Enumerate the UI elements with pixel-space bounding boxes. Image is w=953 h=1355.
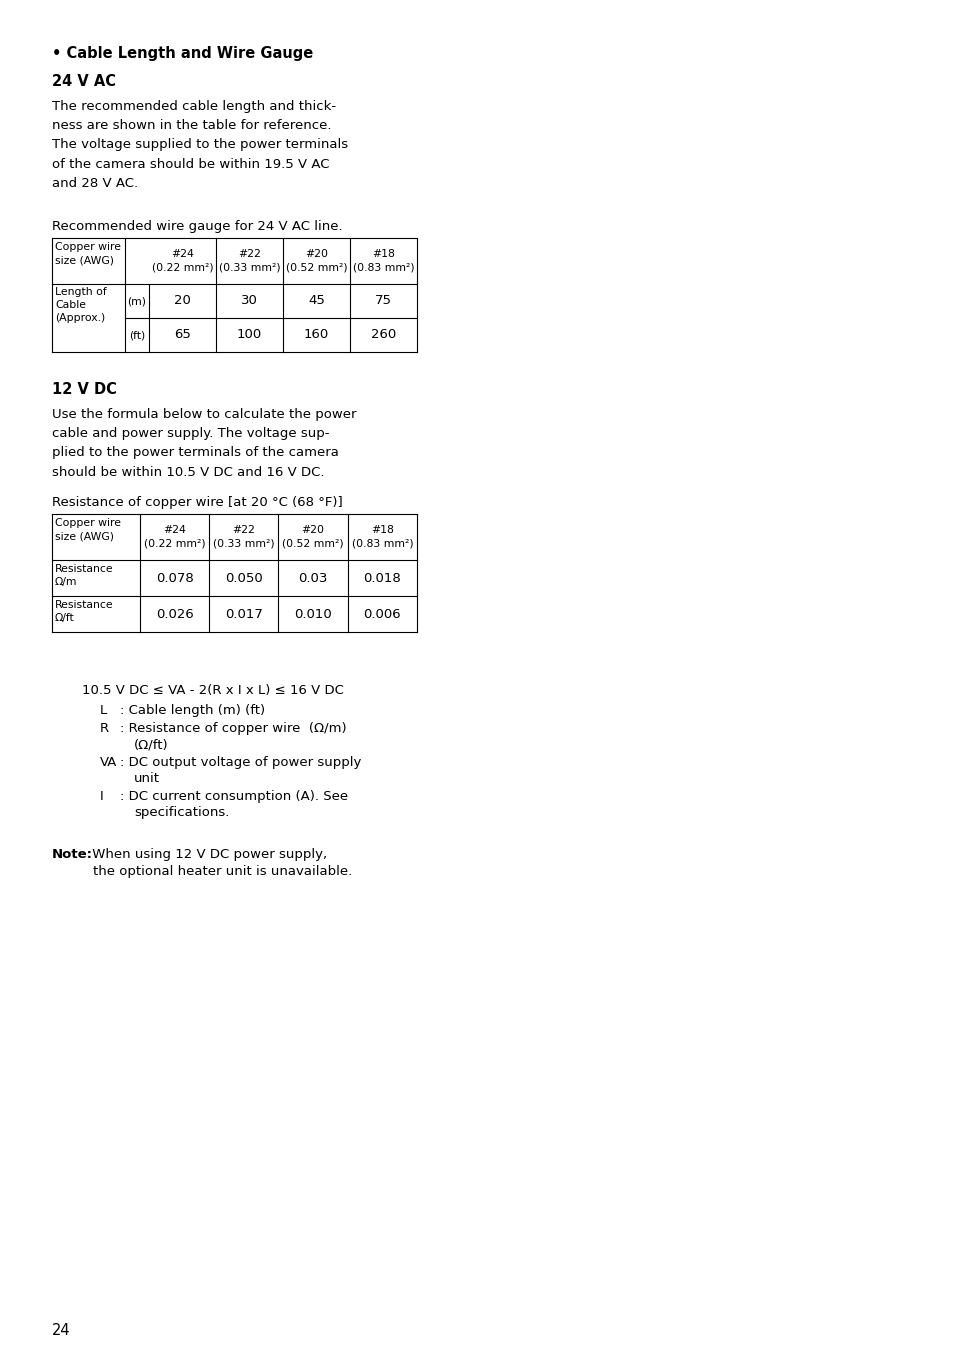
Text: Resistance of copper wire [at 20 °C (68 °F)]: Resistance of copper wire [at 20 °C (68 … (52, 496, 342, 509)
Text: 0.018: 0.018 (363, 572, 401, 584)
Text: 0.017: 0.017 (225, 607, 262, 621)
Text: 0.050: 0.050 (225, 572, 262, 584)
Text: : DC output voltage of power supply: : DC output voltage of power supply (120, 756, 361, 770)
Text: • Cable Length and Wire Gauge: • Cable Length and Wire Gauge (52, 46, 313, 61)
Text: #18
(0.83 mm²): #18 (0.83 mm²) (352, 526, 413, 549)
Text: #22
(0.33 mm²): #22 (0.33 mm²) (218, 249, 280, 272)
Text: 0.03: 0.03 (298, 572, 328, 584)
Text: #22
(0.33 mm²): #22 (0.33 mm²) (213, 526, 274, 549)
Text: 24: 24 (52, 1322, 71, 1337)
Text: Length of
Cable
(Approx.): Length of Cable (Approx.) (55, 287, 107, 324)
Text: Copper wire
size (AWG): Copper wire size (AWG) (55, 518, 121, 541)
Text: (Ω/ft): (Ω/ft) (133, 738, 169, 751)
Text: 100: 100 (236, 328, 262, 341)
Text: #18
(0.83 mm²): #18 (0.83 mm²) (353, 249, 414, 272)
Text: #20
(0.52 mm²): #20 (0.52 mm²) (282, 526, 344, 549)
Text: The recommended cable length and thick-
ness are shown in the table for referenc: The recommended cable length and thick- … (52, 100, 348, 190)
Text: 12 V DC: 12 V DC (52, 382, 117, 397)
Text: 10.5 V DC ≤ VA - 2(R x I x L) ≤ 16 V DC: 10.5 V DC ≤ VA - 2(R x I x L) ≤ 16 V DC (82, 684, 343, 696)
Text: 24 V AC: 24 V AC (52, 75, 116, 89)
Text: 160: 160 (304, 328, 329, 341)
Text: 30: 30 (241, 294, 257, 308)
Text: Recommended wire gauge for 24 V AC line.: Recommended wire gauge for 24 V AC line. (52, 220, 342, 233)
Text: : DC current consumption (A). See: : DC current consumption (A). See (120, 790, 348, 804)
Text: #20
(0.52 mm²): #20 (0.52 mm²) (285, 249, 347, 272)
Text: VA: VA (100, 756, 117, 770)
Text: 260: 260 (371, 328, 395, 341)
Text: I: I (100, 790, 104, 804)
Text: 0.026: 0.026 (155, 607, 193, 621)
Text: L: L (100, 705, 107, 717)
Text: #24
(0.22 mm²): #24 (0.22 mm²) (144, 526, 205, 549)
Text: 0.006: 0.006 (363, 607, 401, 621)
Text: unit: unit (133, 772, 160, 785)
Text: 75: 75 (375, 294, 392, 308)
Text: 0.078: 0.078 (155, 572, 193, 584)
Text: 20: 20 (173, 294, 191, 308)
Text: (ft): (ft) (129, 331, 145, 340)
Text: Resistance
Ω/ft: Resistance Ω/ft (55, 600, 113, 623)
Text: : Resistance of copper wire  (Ω/m): : Resistance of copper wire (Ω/m) (120, 722, 346, 734)
Text: Use the formula below to calculate the power
cable and power supply. The voltage: Use the formula below to calculate the p… (52, 408, 356, 478)
Text: Resistance
Ω/m: Resistance Ω/m (55, 564, 113, 587)
Text: specifications.: specifications. (133, 806, 229, 818)
Text: Note:: Note: (52, 848, 92, 860)
Text: the optional heater unit is unavailable.: the optional heater unit is unavailable. (76, 864, 352, 878)
Text: (m): (m) (128, 295, 147, 306)
Text: #24
(0.22 mm²): #24 (0.22 mm²) (152, 249, 213, 272)
Text: 45: 45 (308, 294, 325, 308)
Text: R: R (100, 722, 109, 734)
Text: When using 12 V DC power supply,: When using 12 V DC power supply, (88, 848, 327, 860)
Text: : Cable length (m) (ft): : Cable length (m) (ft) (120, 705, 265, 717)
Text: Copper wire
size (AWG): Copper wire size (AWG) (55, 243, 121, 266)
Text: 0.010: 0.010 (294, 607, 332, 621)
Text: 65: 65 (173, 328, 191, 341)
